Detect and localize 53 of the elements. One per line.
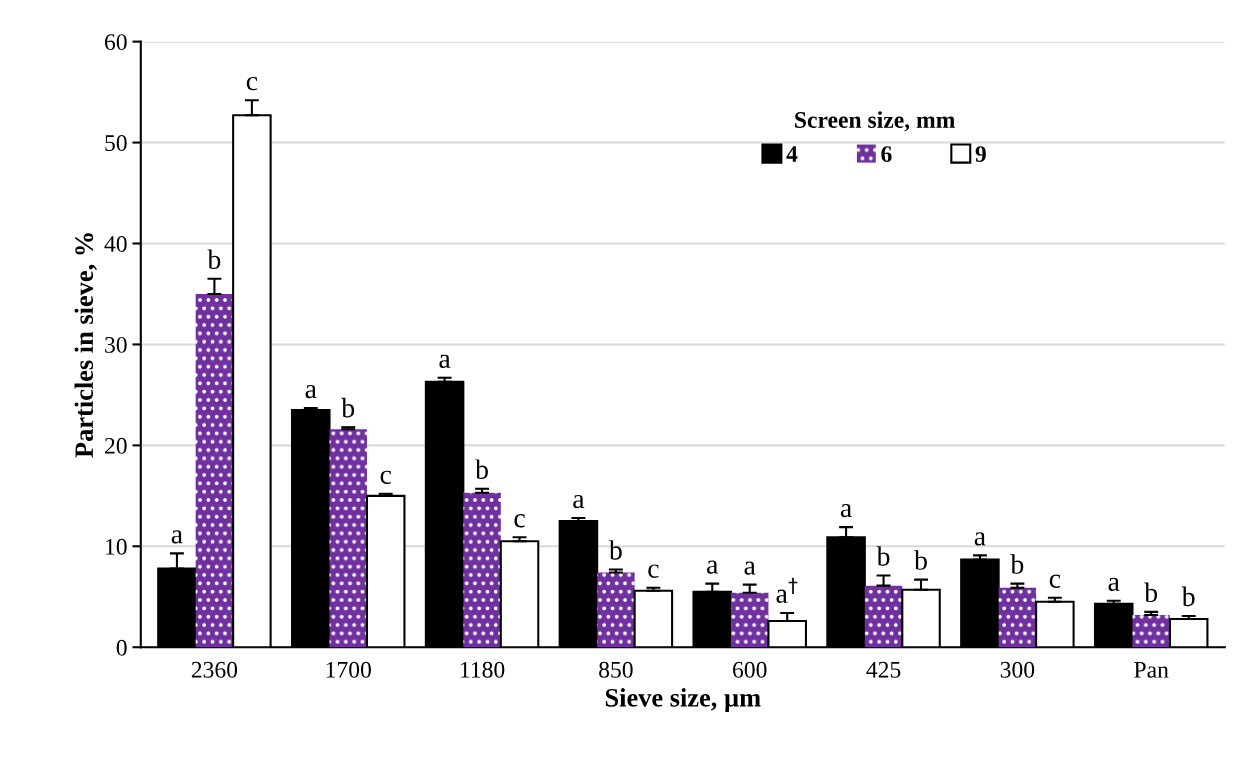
bar — [998, 587, 1037, 648]
data-label: b — [1181, 586, 1195, 607]
x-tick-label: 2360 — [191, 661, 238, 678]
x-axis-title: Sieve size, µm — [605, 688, 761, 713]
x-tick-label: 425 — [866, 661, 901, 678]
data-label: b — [608, 540, 622, 560]
data-label: a — [707, 560, 719, 574]
x-tick-label: 1180 — [460, 661, 505, 678]
y-tick-label: 30 — [105, 336, 127, 353]
data-label: c — [380, 470, 392, 485]
data-label: a — [305, 384, 317, 399]
x-tick-label: 600 — [733, 661, 767, 678]
bar — [329, 429, 367, 648]
bar — [463, 492, 501, 648]
data-label: c — [648, 564, 659, 578]
bar — [1132, 614, 1170, 648]
data-label: c — [514, 514, 525, 528]
data-label: a — [840, 504, 852, 518]
data-label: c — [246, 77, 258, 91]
data-label: a — [744, 561, 756, 575]
bar — [597, 572, 635, 648]
bar — [730, 592, 769, 648]
data-label: b — [1144, 582, 1158, 603]
data-label: a$^{†}$ — [776, 577, 798, 603]
y-tick-label: 10 — [106, 538, 127, 555]
y-tick-label: 40 — [104, 235, 127, 252]
data-label: a — [974, 532, 986, 546]
data-label: c — [1049, 574, 1061, 588]
data-label: b — [207, 249, 221, 270]
data-label: b — [876, 546, 890, 566]
y-tick-label: 60 — [105, 34, 127, 51]
data-label: a — [171, 530, 183, 544]
data-label: b — [1010, 554, 1024, 574]
x-tick-label: 300 — [1000, 661, 1035, 678]
y-tick-label: 0 — [116, 639, 127, 656]
data-label: b — [914, 550, 927, 570]
data-label: b — [475, 459, 488, 479]
bar — [195, 293, 234, 648]
data-label: a — [439, 354, 451, 368]
legend-title: Screen size, mm — [795, 111, 955, 132]
x-tick-label: 850 — [599, 661, 633, 678]
y-axis-title: Particles in sieve, % — [74, 233, 97, 458]
bar — [864, 585, 903, 648]
y-tick-label: 20 — [105, 437, 127, 454]
data-label: a — [1108, 577, 1120, 591]
legend-label: 6 — [881, 146, 892, 163]
x-tick-label: 1700 — [326, 661, 371, 678]
x-tick-label: Pan — [1134, 662, 1169, 678]
y-tick-label: 50 — [105, 135, 127, 151]
data-label: b — [341, 397, 355, 418]
legend-label: 4 — [786, 146, 798, 162]
legend-label: 9 — [975, 146, 986, 163]
data-label: a — [573, 494, 585, 509]
